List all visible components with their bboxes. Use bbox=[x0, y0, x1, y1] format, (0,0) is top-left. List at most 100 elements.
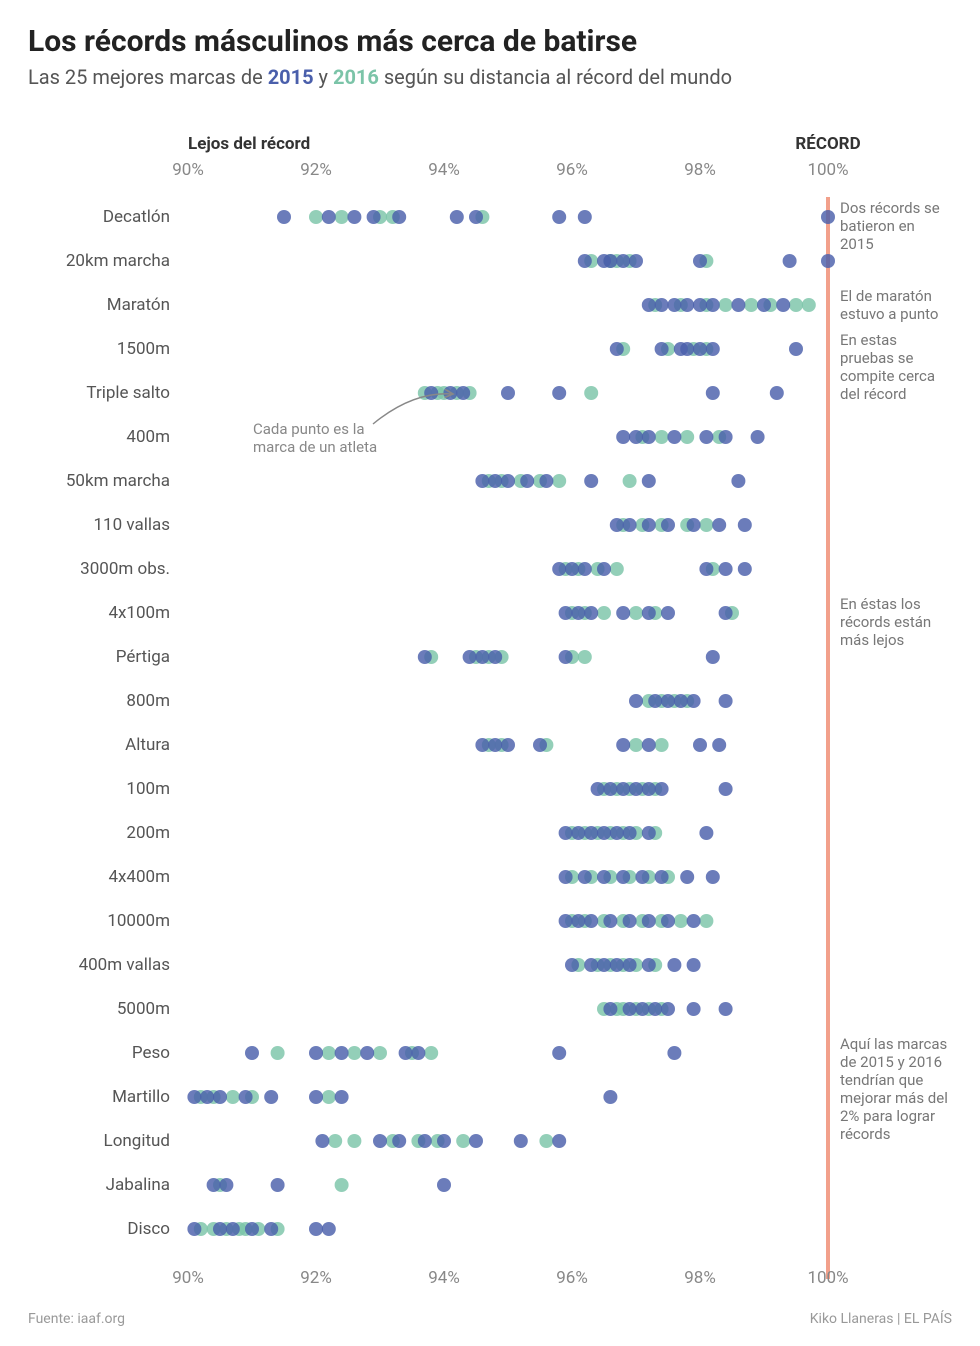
axis-label-right: RÉCORD bbox=[795, 134, 860, 154]
data-point-2015 bbox=[616, 782, 630, 796]
data-point-2015 bbox=[603, 782, 617, 796]
row-label: 1500m bbox=[117, 339, 170, 359]
side-annotation: tendrían que bbox=[840, 1071, 923, 1089]
data-point-2015 bbox=[731, 298, 745, 312]
data-point-2015 bbox=[373, 1134, 387, 1148]
subtitle-mid: y bbox=[314, 65, 333, 89]
side-annotation: pruebas se bbox=[840, 349, 914, 367]
data-point-2016 bbox=[655, 430, 669, 444]
data-point-2015 bbox=[667, 958, 681, 972]
data-point-2015 bbox=[559, 606, 573, 620]
data-point-2015 bbox=[635, 1002, 649, 1016]
data-point-2015 bbox=[367, 210, 381, 224]
data-point-2016 bbox=[578, 650, 592, 664]
side-annotation: mejorar más del bbox=[840, 1089, 948, 1107]
chart-subtitle: Las 25 mejores marcas de 2015 y 2016 seg… bbox=[28, 65, 952, 89]
row-label: Peso bbox=[132, 1043, 170, 1063]
x-tick-top: 100% bbox=[807, 160, 848, 180]
data-point-2015 bbox=[456, 386, 470, 400]
x-tick-bottom: 94% bbox=[428, 1268, 460, 1288]
data-point-2015 bbox=[450, 210, 464, 224]
data-point-2015 bbox=[623, 914, 637, 928]
data-point-2015 bbox=[642, 958, 656, 972]
data-point-2016 bbox=[744, 298, 758, 312]
data-point-2015 bbox=[584, 474, 598, 488]
side-annotation: batieron en bbox=[840, 217, 915, 235]
data-point-2015 bbox=[687, 518, 701, 532]
x-tick-bottom: 100% bbox=[807, 1268, 848, 1288]
data-point-2015 bbox=[411, 1046, 425, 1060]
data-point-2016 bbox=[699, 518, 713, 532]
data-point-2016 bbox=[328, 1134, 342, 1148]
data-point-2015 bbox=[751, 430, 765, 444]
data-point-2016 bbox=[347, 1134, 361, 1148]
data-point-2015 bbox=[245, 1222, 259, 1236]
x-tick-top: 92% bbox=[300, 160, 332, 180]
data-point-2015 bbox=[578, 870, 592, 884]
data-point-2015 bbox=[219, 1178, 233, 1192]
data-point-2015 bbox=[603, 914, 617, 928]
data-point-2016 bbox=[623, 474, 637, 488]
data-point-2015 bbox=[437, 1134, 451, 1148]
data-point-2015 bbox=[584, 606, 598, 620]
data-point-2015 bbox=[559, 914, 573, 928]
data-point-2015 bbox=[213, 1222, 227, 1236]
data-point-2015 bbox=[629, 430, 643, 444]
data-point-2015 bbox=[693, 342, 707, 356]
data-point-2015 bbox=[699, 562, 713, 576]
row-label: Pértiga bbox=[116, 647, 170, 667]
data-point-2015 bbox=[437, 1178, 451, 1192]
data-point-2015 bbox=[591, 782, 605, 796]
data-point-2015 bbox=[335, 1090, 349, 1104]
x-tick-bottom: 96% bbox=[556, 1268, 588, 1288]
data-point-2015 bbox=[501, 738, 515, 752]
x-tick-bottom: 92% bbox=[300, 1268, 332, 1288]
data-point-2015 bbox=[680, 342, 694, 356]
side-annotation: Dos récords se bbox=[840, 199, 940, 217]
data-point-2015 bbox=[661, 1002, 675, 1016]
row-label: 800m bbox=[126, 691, 170, 711]
data-point-2015 bbox=[584, 914, 598, 928]
data-point-2015 bbox=[687, 694, 701, 708]
data-point-2016 bbox=[655, 738, 669, 752]
data-point-2015 bbox=[578, 254, 592, 268]
data-point-2016 bbox=[610, 562, 624, 576]
data-point-2016 bbox=[802, 298, 816, 312]
data-point-2015 bbox=[610, 518, 624, 532]
data-point-2015 bbox=[821, 254, 835, 268]
data-point-2015 bbox=[680, 870, 694, 884]
data-point-2015 bbox=[475, 474, 489, 488]
data-point-2016 bbox=[335, 210, 349, 224]
data-point-2015 bbox=[571, 606, 585, 620]
data-point-2016 bbox=[335, 1178, 349, 1192]
data-point-2016 bbox=[674, 914, 688, 928]
x-tick-top: 90% bbox=[172, 160, 204, 180]
side-annotation: del récord bbox=[840, 385, 907, 403]
data-point-2015 bbox=[648, 694, 662, 708]
chart-title: Los récords másculinos más cerca de bati… bbox=[28, 24, 952, 59]
side-annotation: El de maratón bbox=[840, 287, 932, 305]
data-point-2015 bbox=[719, 562, 733, 576]
x-tick-top: 94% bbox=[428, 160, 460, 180]
data-point-2015 bbox=[629, 782, 643, 796]
data-point-2015 bbox=[706, 298, 720, 312]
row-label: 20km marcha bbox=[66, 251, 170, 271]
data-point-2016 bbox=[629, 738, 643, 752]
data-point-2015 bbox=[271, 1178, 285, 1192]
data-point-2015 bbox=[635, 870, 649, 884]
side-annotation: compite cerca bbox=[840, 367, 935, 385]
data-point-2015 bbox=[315, 1134, 329, 1148]
data-point-2015 bbox=[655, 298, 669, 312]
data-point-2015 bbox=[559, 650, 573, 664]
data-point-2015 bbox=[392, 1134, 406, 1148]
data-point-2015 bbox=[719, 694, 733, 708]
data-point-2015 bbox=[642, 298, 656, 312]
data-point-2015 bbox=[520, 474, 534, 488]
data-point-2015 bbox=[712, 518, 726, 532]
data-point-2015 bbox=[616, 606, 630, 620]
x-tick-bottom: 98% bbox=[684, 1268, 716, 1288]
row-label: Decatlón bbox=[103, 207, 170, 227]
data-point-2015 bbox=[565, 958, 579, 972]
data-point-2015 bbox=[514, 1134, 528, 1148]
data-point-2015 bbox=[821, 210, 835, 224]
